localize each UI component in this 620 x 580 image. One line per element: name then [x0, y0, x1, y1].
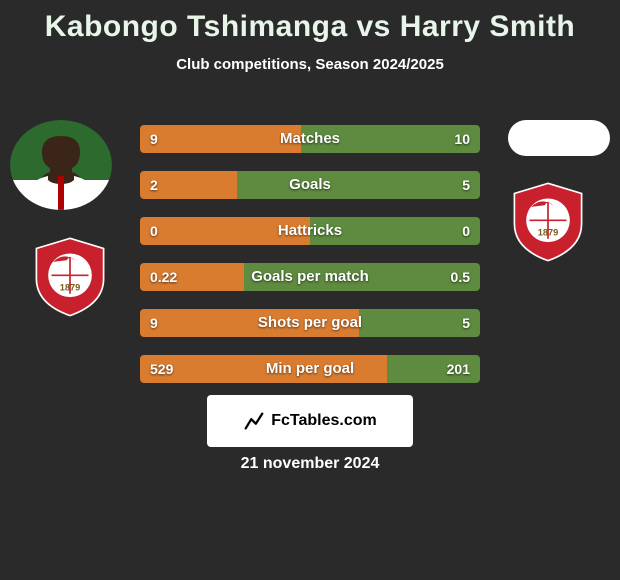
stat-label: Shots per goal: [140, 309, 480, 337]
stat-label: Matches: [140, 125, 480, 153]
page-title: Kabongo Tshimanga vs Harry Smith: [0, 0, 620, 44]
stat-label: Goals: [140, 171, 480, 199]
date-text: 21 november 2024: [0, 455, 620, 473]
attribution-badge: FcTables.com: [207, 395, 413, 447]
crest-icon: 1879: [506, 180, 590, 264]
infographic-root: Kabongo Tshimanga vs Harry Smith Club co…: [0, 0, 620, 580]
stat-label: Hattricks: [140, 217, 480, 245]
fctables-icon: [243, 410, 265, 432]
stat-row: 95Shots per goal: [140, 309, 480, 337]
stat-row: 910Matches: [140, 125, 480, 153]
stats-bars: 910Matches 25Goals 00Hattricks 0.220.5Goals…: [140, 125, 480, 401]
stat-row: 25Goals: [140, 171, 480, 199]
svg-text:1879: 1879: [538, 227, 559, 237]
stat-row: 0.220.5Goals per match: [140, 263, 480, 291]
page-subtitle: Club competitions, Season 2024/2025: [0, 56, 620, 73]
club-crest-right: 1879: [506, 180, 590, 264]
club-crest-left: 1879: [28, 235, 112, 319]
player-right-avatar: [508, 120, 610, 156]
attribution-text: FcTables.com: [271, 412, 377, 430]
stat-label: Goals per match: [140, 263, 480, 291]
player-left-avatar: [10, 120, 112, 210]
crest-icon: 1879: [28, 235, 112, 319]
avatar-icon: [10, 120, 112, 210]
stat-label: Min per goal: [140, 355, 480, 383]
stat-row: 00Hattricks: [140, 217, 480, 245]
stat-row: 529201Min per goal: [140, 355, 480, 383]
svg-text:1879: 1879: [60, 282, 81, 292]
